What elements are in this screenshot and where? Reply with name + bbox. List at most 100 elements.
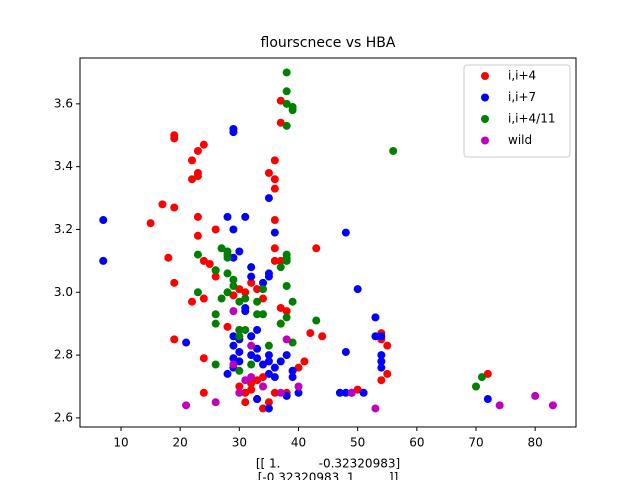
scatter-point (164, 253, 173, 262)
scatter-point (170, 131, 179, 140)
scatter-point (264, 398, 273, 407)
scatter-point (253, 395, 262, 404)
scatter-point (282, 391, 291, 400)
scatter-point (223, 322, 232, 331)
legend-label: wild (508, 133, 532, 147)
scatter-point (223, 250, 232, 259)
y-tick-label: 3.4 (54, 159, 73, 173)
scatter-point (235, 297, 244, 306)
scatter-point (211, 272, 220, 281)
y-tick-label: 2.8 (54, 348, 73, 362)
scatter-point (359, 388, 368, 397)
scatter-point (259, 373, 268, 382)
x-tick-label: 80 (528, 436, 543, 450)
scatter-point (193, 146, 202, 155)
scatter-point (270, 156, 279, 165)
scatter-point (264, 369, 273, 378)
scatter-point (312, 316, 321, 325)
scatter-point (235, 247, 244, 256)
scatter-point (217, 294, 226, 303)
scatter-point (229, 354, 238, 363)
scatter-point (276, 96, 285, 105)
scatter-point (276, 118, 285, 127)
scatter-point (294, 382, 303, 391)
scatter-point (276, 256, 285, 265)
scatter-point (193, 212, 202, 221)
scatter-point (247, 332, 256, 341)
scatter-point (259, 310, 268, 319)
scatter-point (353, 385, 362, 394)
scatter-point (199, 256, 208, 265)
scatter-point (247, 341, 256, 350)
scatter-point (211, 266, 220, 275)
scatter-point (182, 401, 191, 410)
scatter-point (229, 275, 238, 284)
scatter-point (229, 225, 238, 234)
scatter-point (259, 285, 268, 294)
scatter-point (211, 225, 220, 234)
scatter-point (270, 228, 279, 237)
scatter-point (347, 388, 356, 397)
scatter-point (282, 281, 291, 290)
y-tick-label: 3.2 (54, 222, 73, 236)
scatter-point (199, 388, 208, 397)
scatter-point (146, 219, 155, 228)
legend-label: i,i+4/11 (508, 112, 555, 126)
scatter-point (282, 313, 291, 322)
scatter-point (377, 351, 386, 360)
scatter-point (270, 363, 279, 372)
scatter-point (235, 285, 244, 294)
x-axis-label: [[ 1. -0.32320983] (256, 457, 400, 471)
scatter-point (377, 363, 386, 372)
scatter-point (259, 404, 268, 413)
scatter-point (270, 256, 279, 265)
scatter-point (264, 194, 273, 203)
scatter-point (211, 310, 220, 319)
scatter-point (241, 325, 250, 334)
scatter-point (170, 203, 179, 212)
scatter-point (99, 216, 108, 225)
y-tick-label: 3.6 (54, 96, 73, 110)
scatter-point (371, 332, 380, 341)
scatter-point (235, 325, 244, 334)
scatter-point (389, 146, 398, 155)
scatter-point (341, 228, 350, 237)
scatter-point (270, 244, 279, 253)
scatter-point (235, 347, 244, 356)
scatter-point (282, 256, 291, 265)
scatter-point (188, 175, 197, 184)
scatter-point (288, 106, 297, 115)
scatter-point (170, 278, 179, 287)
scatter-point (235, 332, 244, 341)
scatter-point (341, 388, 350, 397)
scatter-point (193, 172, 202, 181)
scatter-point (477, 373, 486, 382)
x-tick-label: 60 (409, 436, 424, 450)
scatter-point (229, 253, 238, 262)
scatter-point (188, 297, 197, 306)
scatter-point (247, 263, 256, 272)
scatter-point (270, 175, 279, 184)
scatter-point (211, 360, 220, 369)
scatter-point (294, 388, 303, 397)
scatter-point (99, 256, 108, 265)
scatter-point (193, 250, 202, 259)
scatter-point (282, 87, 291, 96)
scatter-point (371, 404, 380, 413)
scatter-point (253, 354, 262, 363)
scatter-point (199, 294, 208, 303)
scatter-point (241, 288, 250, 297)
x-tick-label: 50 (350, 436, 365, 450)
scatter-point (247, 360, 256, 369)
scatter-point (241, 376, 250, 385)
x-tick-label: 20 (173, 436, 188, 450)
scatter-point (282, 307, 291, 316)
scatter-point (353, 285, 362, 294)
scatter-point (294, 363, 303, 372)
scatter-point (341, 347, 350, 356)
scatter-point (483, 395, 492, 404)
scatter-point (264, 269, 273, 278)
scatter-point (193, 288, 202, 297)
